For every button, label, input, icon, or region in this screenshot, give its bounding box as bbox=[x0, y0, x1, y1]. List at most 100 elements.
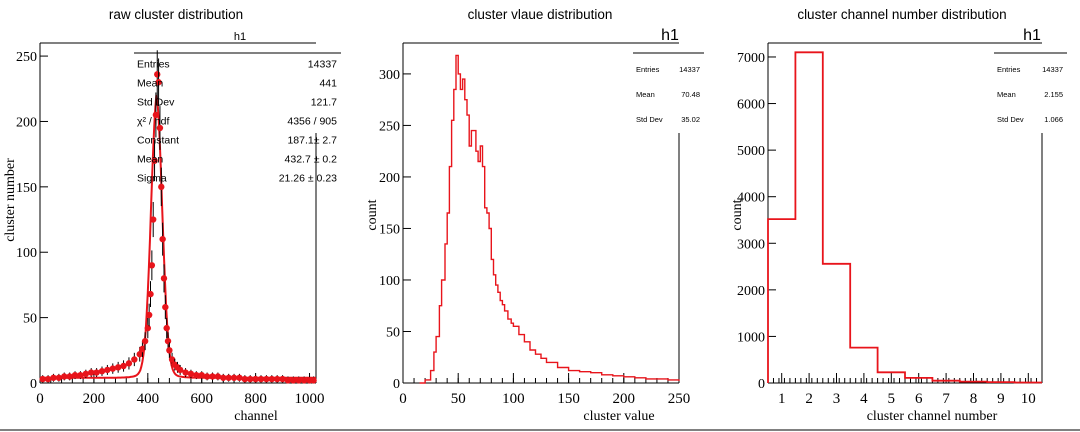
data-point bbox=[39, 375, 46, 383]
data-point bbox=[82, 370, 90, 378]
data-point bbox=[164, 337, 172, 345]
data-point bbox=[295, 377, 302, 384]
x-tick-label: 9 bbox=[997, 391, 1005, 407]
data-point bbox=[273, 375, 281, 383]
data-point bbox=[71, 371, 79, 379]
stats-label: Mean bbox=[137, 77, 163, 89]
x-tick-label: 0 bbox=[399, 391, 407, 407]
y-tick-label: 2000 bbox=[737, 284, 765, 299]
data-point bbox=[290, 377, 297, 384]
x-tick-label: 800 bbox=[244, 391, 267, 407]
x-axis-label: channel bbox=[234, 409, 278, 424]
data-point bbox=[125, 360, 133, 367]
y-tick-label: 250 bbox=[379, 119, 400, 134]
data-point bbox=[241, 375, 249, 383]
stats-label: χ² / ndf bbox=[137, 115, 169, 127]
stats-value: 35.02 bbox=[681, 115, 700, 124]
y-tick-label: 100 bbox=[16, 246, 37, 261]
y-tick-label: 6000 bbox=[737, 98, 765, 113]
data-point bbox=[257, 375, 265, 383]
y-tick-label: 0 bbox=[393, 377, 400, 392]
stats-title: h1 bbox=[1023, 27, 1041, 44]
data-point bbox=[61, 373, 68, 380]
data-point bbox=[162, 303, 169, 311]
data-point bbox=[214, 373, 222, 380]
stats-title: h1 bbox=[661, 27, 679, 44]
data-point bbox=[141, 337, 149, 345]
data-point bbox=[168, 356, 176, 363]
data-point bbox=[44, 375, 52, 383]
data-point bbox=[166, 347, 173, 354]
y-tick-label: 300 bbox=[379, 68, 400, 83]
stats-value: 441 bbox=[319, 77, 337, 89]
y-tick-label: 1000 bbox=[737, 330, 765, 345]
y-axis-label: count bbox=[365, 199, 380, 230]
data-point bbox=[220, 374, 227, 381]
x-axis-label: cluster channel number bbox=[867, 409, 998, 424]
data-point bbox=[176, 366, 184, 374]
data-point bbox=[147, 290, 154, 298]
data-point bbox=[159, 235, 166, 243]
stats-value: 187.1± 2.7 bbox=[287, 134, 337, 146]
data-point bbox=[193, 371, 200, 379]
y-tick-label: 150 bbox=[379, 222, 400, 237]
chart-title: raw cluster distribution bbox=[109, 7, 243, 22]
stats-label: Sigma bbox=[137, 172, 167, 184]
data-point bbox=[151, 157, 158, 164]
y-axis-label: count bbox=[730, 199, 745, 230]
data-point bbox=[156, 124, 164, 132]
stats-value: 432.7 ± 0.2 bbox=[285, 153, 338, 165]
stats-label: Mean bbox=[997, 90, 1016, 99]
data-point bbox=[300, 377, 308, 384]
data-point bbox=[247, 375, 254, 383]
data-point bbox=[120, 362, 127, 370]
stats-label: Std Dev bbox=[636, 115, 663, 124]
y-tick-label: 250 bbox=[16, 50, 37, 65]
stats-value: 70.48 bbox=[681, 90, 700, 99]
data-point bbox=[144, 324, 152, 332]
data-point bbox=[284, 377, 292, 384]
cluster-value-panel: cluster vlaue distribution 0 50 100 150 200 25… bbox=[365, 7, 704, 424]
raw-cluster-panel: raw cluster distribution 0 50 100 150 200 250 0… bbox=[3, 7, 341, 424]
data-point bbox=[209, 373, 216, 380]
stats-label: Entries bbox=[137, 58, 170, 70]
data-point bbox=[104, 366, 111, 374]
data-point bbox=[230, 374, 238, 381]
data-point bbox=[268, 375, 275, 383]
y-tick-label: 0 bbox=[30, 377, 37, 392]
y-tick-label: 50 bbox=[386, 325, 400, 340]
data-point bbox=[114, 364, 122, 371]
y-tick-label: 7000 bbox=[737, 51, 765, 66]
stats-value: 14337 bbox=[679, 65, 700, 74]
stats-value: 1.066 bbox=[1044, 115, 1063, 124]
data-point bbox=[155, 79, 162, 86]
data-point bbox=[77, 371, 84, 379]
data-point bbox=[252, 375, 259, 383]
x-tick-label: 8 bbox=[970, 391, 978, 407]
data-point bbox=[50, 374, 57, 381]
histogram-line bbox=[419, 54, 680, 384]
data-point bbox=[55, 374, 63, 381]
x-tick-label: 50 bbox=[451, 391, 466, 407]
data-point bbox=[225, 374, 232, 381]
stats-label: Std Dev bbox=[997, 115, 1024, 124]
histogram-outline bbox=[767, 51, 1042, 384]
data-point bbox=[66, 373, 73, 380]
data-point bbox=[182, 369, 189, 376]
stats-label: Entries bbox=[636, 65, 660, 74]
x-tick-label: 150 bbox=[557, 391, 580, 407]
stats-label: Entries bbox=[997, 65, 1021, 74]
data-point bbox=[145, 311, 153, 319]
data-point bbox=[158, 183, 165, 191]
data-point bbox=[148, 262, 156, 269]
stats-value: 4356 / 905 bbox=[287, 115, 337, 127]
data-point bbox=[98, 368, 106, 375]
y-tick-label: 200 bbox=[379, 171, 400, 186]
stats-value: 14337 bbox=[308, 58, 337, 70]
x-tick-label: 200 bbox=[613, 391, 636, 407]
x-tick-label: 4 bbox=[860, 391, 868, 407]
y-tick-label: 50 bbox=[23, 312, 37, 327]
x-tick-label: 5 bbox=[888, 391, 896, 407]
histogram-bar bbox=[795, 52, 822, 383]
x-tick-label: 6 bbox=[915, 391, 923, 407]
